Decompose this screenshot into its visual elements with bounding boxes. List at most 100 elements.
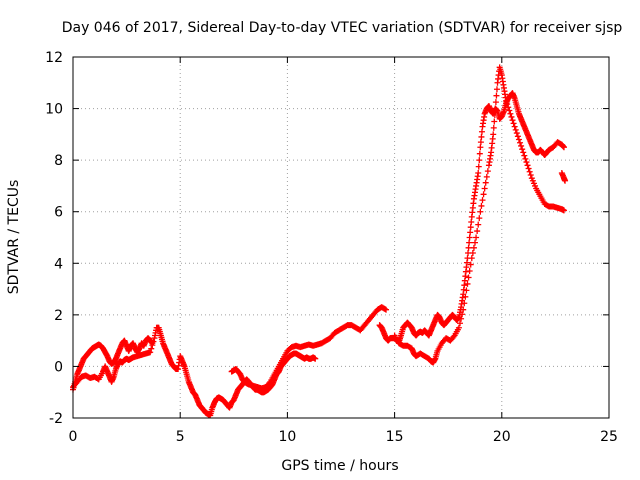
y-tick-label: 6 [54, 205, 63, 221]
data-point [468, 255, 475, 262]
data-point [518, 142, 525, 149]
axis-ticks: 0 5 10 15 20 25 -2 0 2 4 6 8 10 12 [45, 50, 618, 445]
data-point [147, 349, 154, 356]
data-point [493, 92, 500, 99]
data-point [383, 306, 390, 313]
data-point [463, 287, 470, 294]
data-point [503, 97, 510, 104]
data-point [455, 324, 462, 331]
data-point [467, 224, 474, 231]
x-tick-label: 15 [386, 429, 404, 445]
data-point [148, 345, 155, 352]
data-point [521, 152, 528, 159]
data-point [484, 168, 491, 175]
data-point [509, 117, 516, 124]
y-tick-label: 4 [54, 256, 63, 272]
x-tick-label: 10 [278, 429, 296, 445]
data-point [458, 315, 465, 322]
data-point [312, 355, 319, 362]
data-point [513, 130, 520, 137]
data-point [507, 110, 514, 117]
data-point [474, 228, 481, 235]
data-point [562, 177, 569, 184]
data-point [479, 197, 486, 204]
data-point [465, 244, 472, 251]
data-point [515, 136, 522, 143]
data-point [506, 107, 513, 114]
data-point [461, 300, 468, 307]
data-point [477, 208, 484, 215]
x-axis-label: GPS time / hours [281, 458, 398, 474]
x-tick-label: 20 [493, 429, 511, 445]
data-point [473, 234, 480, 241]
data-point [490, 124, 497, 131]
data-point [475, 221, 482, 228]
data-point [466, 234, 473, 241]
grid [73, 57, 609, 418]
data-point [462, 293, 469, 300]
data-point [478, 202, 485, 209]
data-point [482, 179, 489, 186]
chart-title: Day 046 of 2017, Sidereal Day-to-day VTE… [62, 20, 623, 36]
data-point [469, 249, 476, 256]
data-point [514, 133, 521, 140]
data-point [524, 162, 531, 169]
x-tick-label: 25 [600, 429, 618, 445]
data-point [512, 126, 519, 133]
data-point [472, 239, 478, 246]
y-tick-label: 12 [45, 50, 63, 66]
y-axis-label: SDTVAR / TECUs [6, 180, 22, 295]
data-point [510, 120, 517, 127]
data-point [490, 131, 497, 138]
data-point [522, 155, 529, 162]
data-point [459, 311, 466, 318]
data-point [560, 207, 567, 214]
x-tick-label: 5 [176, 429, 185, 445]
data-point [477, 144, 484, 151]
data-point [481, 185, 488, 192]
data-point [476, 150, 483, 157]
data-point [476, 157, 483, 164]
data-point [450, 333, 457, 340]
data-point [491, 118, 498, 125]
data-point [504, 101, 511, 108]
data-point [466, 268, 473, 275]
data-point [478, 128, 485, 135]
data-point [478, 133, 485, 140]
y-tick-label: 8 [54, 153, 63, 169]
data-point [492, 99, 499, 106]
data-point [150, 338, 157, 345]
data-point [505, 104, 512, 111]
data-point [468, 219, 475, 226]
data-point [476, 215, 483, 222]
data-series [70, 64, 569, 419]
y-tick-label: 2 [54, 308, 63, 324]
data-point [480, 191, 487, 198]
data-point [511, 123, 518, 130]
data-point [517, 139, 524, 146]
data-point [464, 280, 471, 287]
data-point [467, 261, 474, 268]
data-point [527, 171, 534, 178]
data-point [523, 159, 530, 166]
y-tick-label: 0 [54, 359, 63, 375]
data-point [465, 274, 472, 281]
data-point [477, 139, 484, 146]
data-point [560, 144, 567, 151]
data-point [483, 173, 490, 180]
data-point [470, 244, 477, 251]
data-point [466, 239, 473, 246]
data-point [467, 229, 474, 236]
data-point [491, 112, 498, 119]
data-point [475, 170, 482, 177]
y-tick-label: -2 [49, 411, 63, 427]
data-point [492, 105, 499, 112]
data-point [460, 306, 467, 313]
y-tick-label: 10 [45, 102, 63, 118]
data-point [520, 149, 527, 156]
plot-frame [72, 56, 610, 419]
data-point [493, 86, 500, 93]
x-tick-label: 0 [69, 429, 78, 445]
